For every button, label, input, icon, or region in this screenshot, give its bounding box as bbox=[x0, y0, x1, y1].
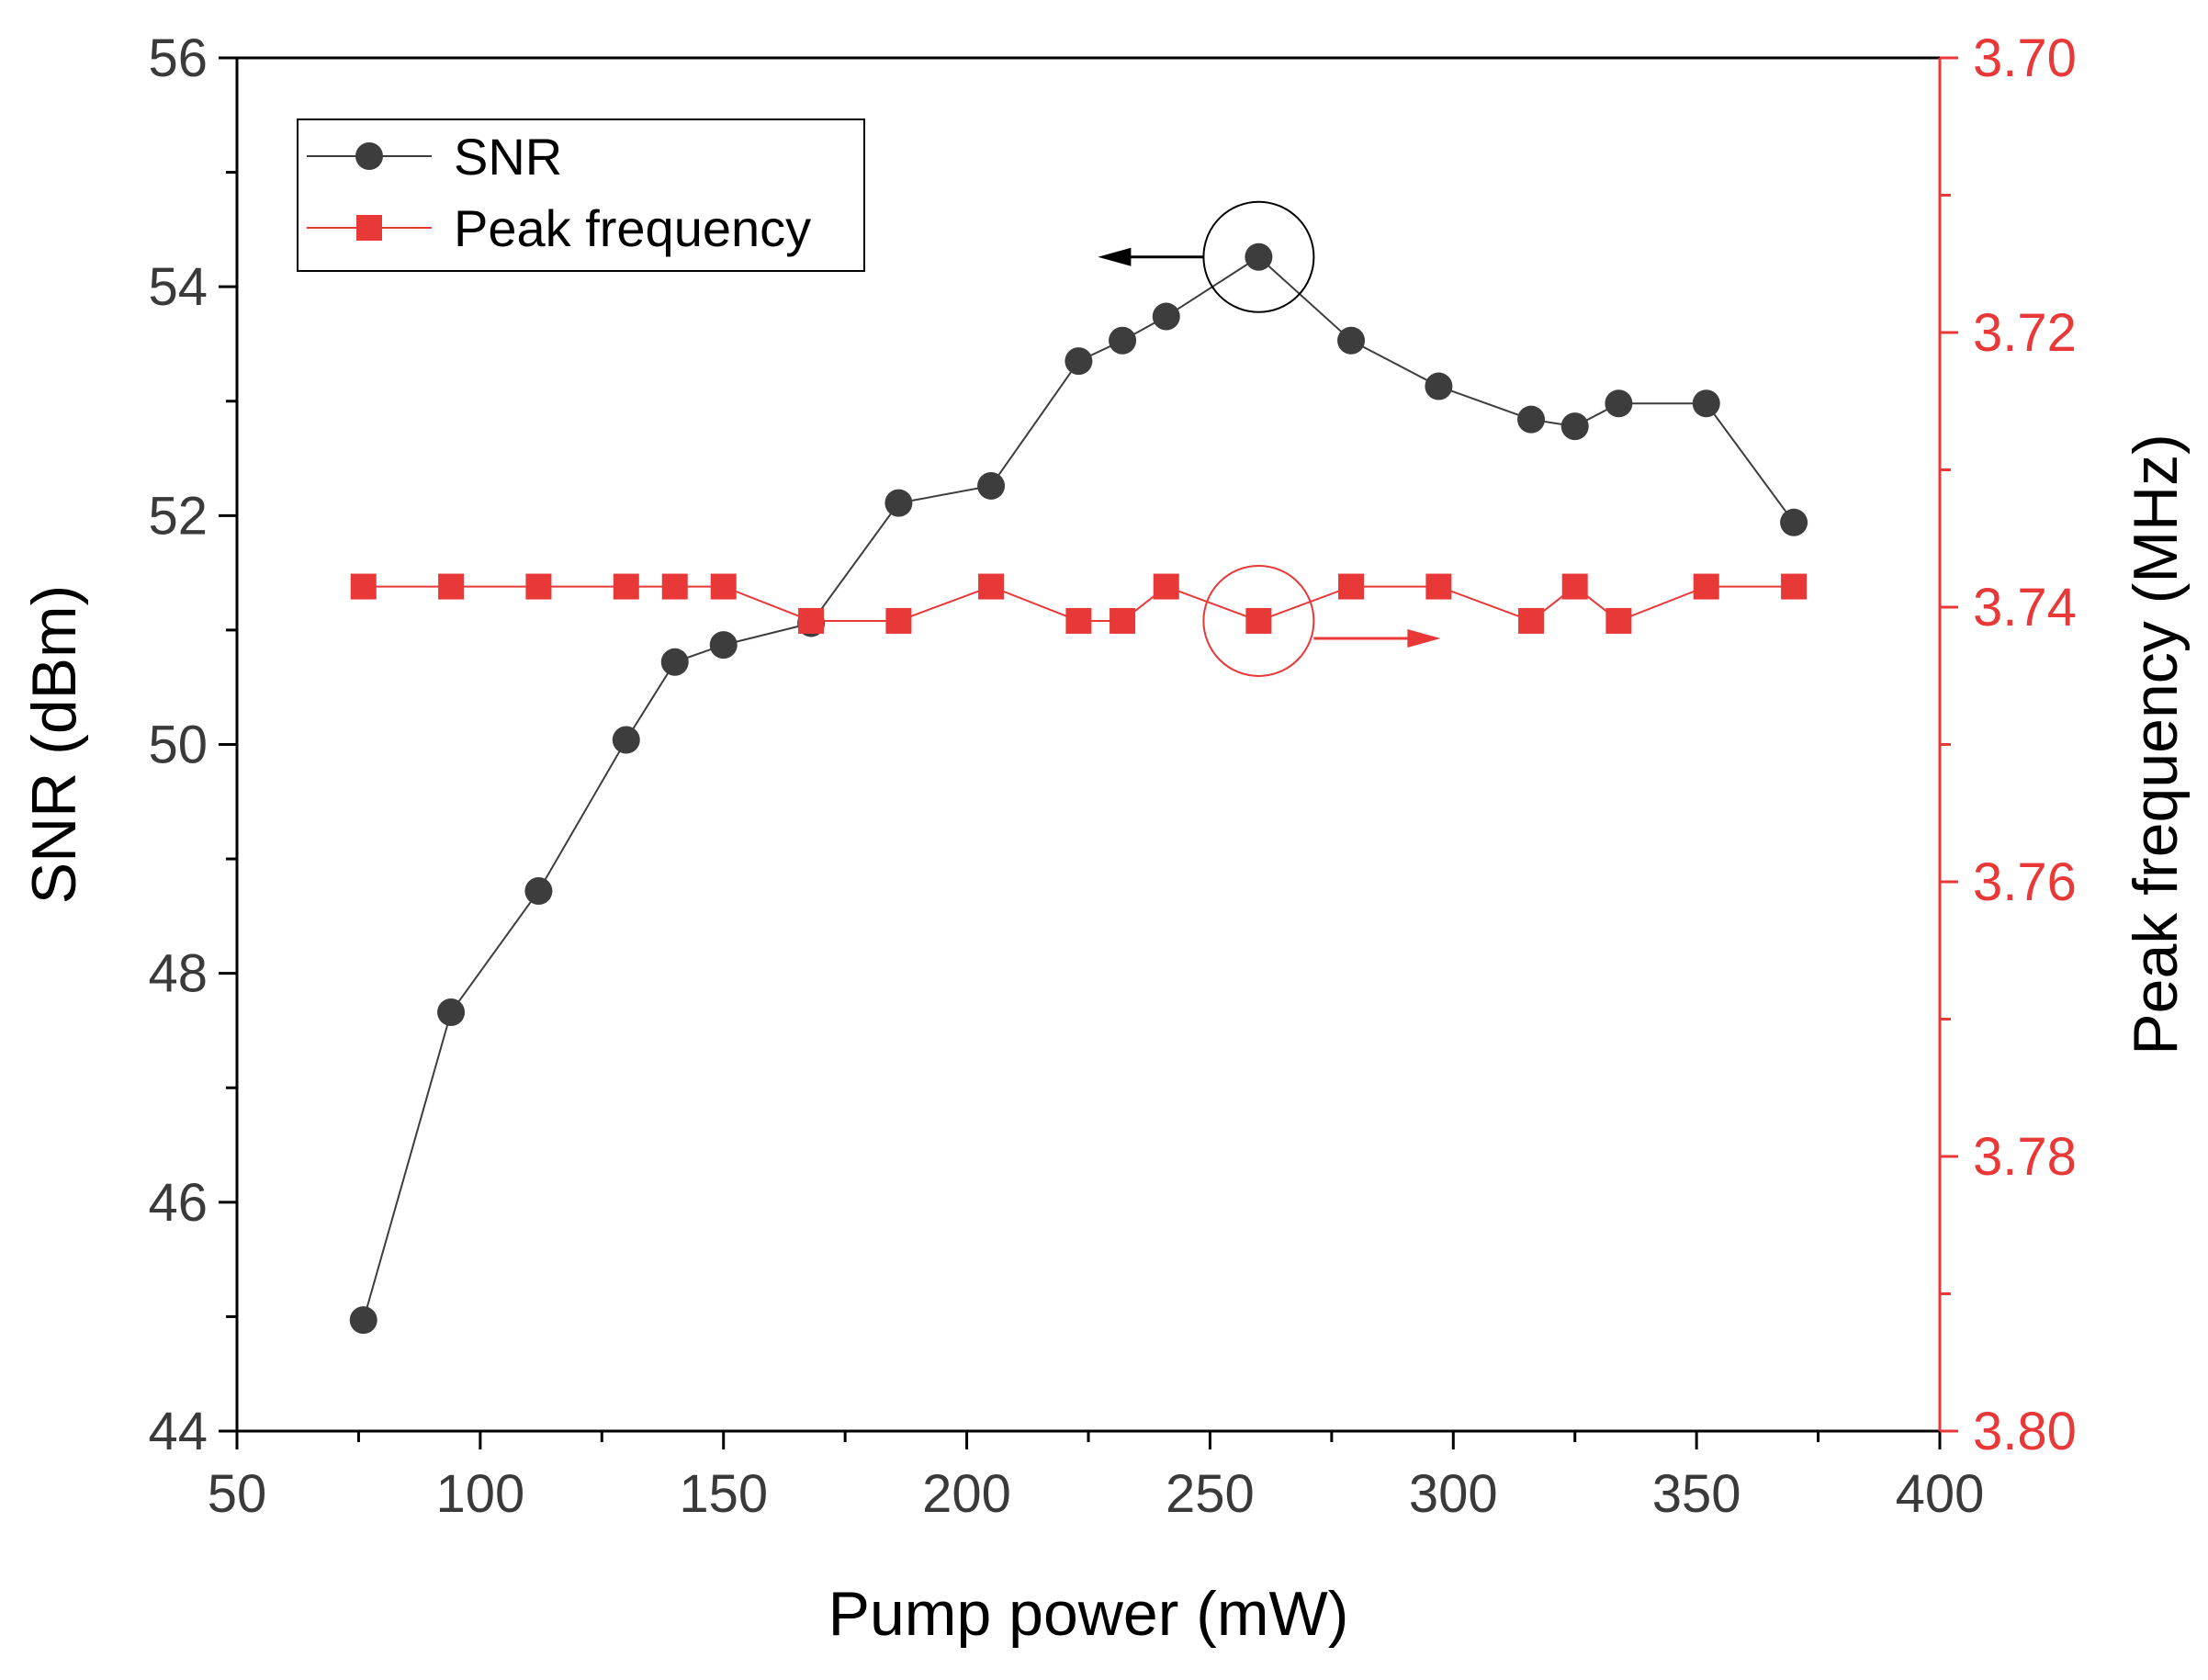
data-point bbox=[884, 489, 913, 517]
y-right-tick-label: 3.70 bbox=[1973, 28, 2077, 88]
annotation-arrowhead bbox=[1407, 628, 1441, 648]
annotation-circle bbox=[1202, 564, 1315, 677]
data-point bbox=[1605, 607, 1632, 634]
axes-group: 50 100 150 200 250 300 350 400 44 46 48 50 52 54 56 3.7… bbox=[148, 28, 2076, 1524]
data-point bbox=[660, 648, 689, 676]
data-point bbox=[1692, 389, 1720, 418]
legend-label: Peak frequency bbox=[454, 199, 811, 257]
data-point bbox=[1337, 326, 1366, 355]
y-left-tick-label: 52 bbox=[148, 486, 208, 546]
x-axis-title: Pump power (mW) bbox=[828, 1579, 1349, 1649]
data-point bbox=[1518, 607, 1545, 634]
legend-marker bbox=[356, 215, 382, 241]
data-point bbox=[885, 607, 912, 634]
y-left-tick-label: 48 bbox=[148, 944, 208, 1004]
y-right-tick-label: 3.78 bbox=[1973, 1127, 2077, 1187]
series-layer bbox=[349, 242, 1808, 1335]
data-point bbox=[798, 607, 825, 634]
series-peak-frequency bbox=[350, 573, 1808, 634]
data-point bbox=[1338, 573, 1365, 600]
x-tick-label: 50 bbox=[208, 1464, 267, 1524]
data-point bbox=[978, 573, 1005, 600]
data-point bbox=[438, 573, 465, 600]
data-point bbox=[350, 573, 377, 600]
data-point bbox=[1605, 389, 1633, 418]
data-point bbox=[710, 573, 737, 600]
legend: SNR Peak frequency bbox=[297, 118, 865, 272]
y-right-tick-label: 3.76 bbox=[1973, 852, 2077, 912]
legend-box bbox=[297, 118, 865, 272]
annotation-right bbox=[1202, 564, 1441, 677]
data-point bbox=[709, 631, 738, 660]
y-left-tick-label: 54 bbox=[148, 257, 208, 317]
y-left-tick-label: 50 bbox=[148, 716, 208, 775]
data-point bbox=[661, 573, 688, 600]
data-point bbox=[1109, 326, 1137, 355]
y-left-tick-label: 44 bbox=[148, 1402, 208, 1461]
data-point bbox=[524, 876, 553, 905]
x-tick-label: 300 bbox=[1409, 1464, 1498, 1524]
annotation-arrowhead bbox=[1098, 247, 1132, 266]
y-axis-left-title: SNR (dBm) bbox=[19, 585, 89, 905]
data-point bbox=[1153, 573, 1179, 600]
y-right-tick-label: 3.80 bbox=[1973, 1402, 2077, 1461]
y-right-tick-label: 3.72 bbox=[1973, 303, 2077, 363]
y-axis-right-title: Peak frequency (MHz) bbox=[2121, 434, 2191, 1054]
data-point bbox=[1780, 508, 1808, 536]
data-point bbox=[1561, 573, 1588, 600]
annotation-left bbox=[1098, 200, 1315, 313]
annotation-layer bbox=[1098, 200, 1441, 677]
data-point bbox=[1425, 372, 1453, 400]
data-point bbox=[349, 1306, 377, 1335]
x-tick-label: 400 bbox=[1896, 1464, 1985, 1524]
data-point bbox=[1425, 573, 1452, 600]
data-point bbox=[1152, 302, 1180, 331]
data-point bbox=[613, 573, 639, 600]
data-point bbox=[1693, 573, 1719, 600]
x-tick-label: 250 bbox=[1166, 1464, 1255, 1524]
data-point bbox=[1517, 405, 1546, 434]
data-point bbox=[1110, 607, 1136, 634]
data-point bbox=[1245, 607, 1272, 634]
series-snr bbox=[349, 242, 1808, 1335]
data-point bbox=[1781, 573, 1808, 600]
x-tick-label: 100 bbox=[435, 1464, 524, 1524]
y-right-tick-label: 3.74 bbox=[1973, 578, 2077, 637]
y-left-tick-label: 56 bbox=[148, 28, 208, 88]
data-point bbox=[612, 726, 640, 754]
data-point bbox=[437, 998, 466, 1027]
data-point bbox=[1065, 347, 1093, 376]
x-tick-label: 350 bbox=[1652, 1464, 1741, 1524]
x-tick-label: 150 bbox=[679, 1464, 768, 1524]
data-point bbox=[1560, 412, 1589, 441]
data-point bbox=[525, 573, 552, 600]
data-point bbox=[1245, 242, 1273, 271]
data-point bbox=[1065, 607, 1092, 634]
y-left-tick-label: 46 bbox=[148, 1173, 208, 1233]
x-tick-label: 200 bbox=[922, 1464, 1011, 1524]
legend-marker bbox=[355, 142, 383, 170]
data-point bbox=[977, 471, 1006, 500]
legend-label: SNR bbox=[454, 128, 562, 186]
